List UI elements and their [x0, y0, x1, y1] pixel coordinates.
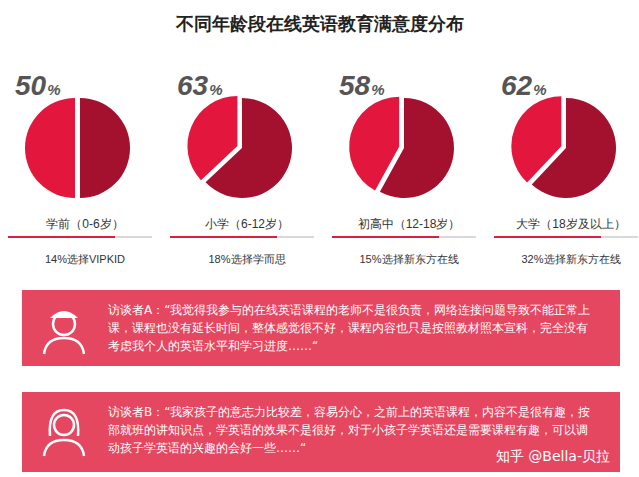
svg-text:学前（0-6岁）: 学前（0-6岁） [46, 217, 123, 231]
svg-text:62: 62 [501, 70, 533, 101]
svg-text:大学（18岁及以上）: 大学（18岁及以上） [516, 217, 625, 231]
svg-text:18%选择学而思: 18%选择学而思 [208, 253, 285, 265]
svg-text:63: 63 [177, 70, 209, 101]
svg-text:14%选择VIPKID: 14%选择VIPKID [45, 253, 125, 265]
html-text:访谈者B：“我家孩子的意志力比较差，容易分心，之前上的英语课: 访谈者B：“我家孩子的意志力比较差，容易分心，之前上的英语课程，内容不是很有趣，… [108, 405, 591, 455]
svg-text:50: 50 [15, 70, 47, 101]
svg-text:%: % [371, 81, 384, 98]
svg-text:58: 58 [339, 70, 371, 101]
svg-text:32%选择新东方在线: 32%选择新东方在线 [521, 253, 620, 265]
html-text:知乎 @Bella-贝拉: 知乎 @Bella-贝拉 [495, 448, 610, 464]
svg-text:%: % [209, 81, 222, 98]
svg-text:%: % [47, 81, 60, 98]
html-text:访谈者A：“我觉得我参与的在线英语课程的老师不是很负责，网络: 访谈者A：“我觉得我参与的在线英语课程的老师不是很负责，网络连接问题导致不能正常… [108, 303, 591, 353]
svg-text:初高中（12-18岁）: 初高中（12-18岁） [358, 217, 461, 231]
svg-text:小学（6-12岁）: 小学（6-12岁） [205, 217, 289, 231]
svg-text:%: % [533, 81, 546, 98]
svg-text:不同年龄段在线英语教育满意度分布: 不同年龄段在线英语教育满意度分布 [175, 13, 464, 34]
svg-text:15%选择新东方在线: 15%选择新东方在线 [359, 253, 458, 265]
